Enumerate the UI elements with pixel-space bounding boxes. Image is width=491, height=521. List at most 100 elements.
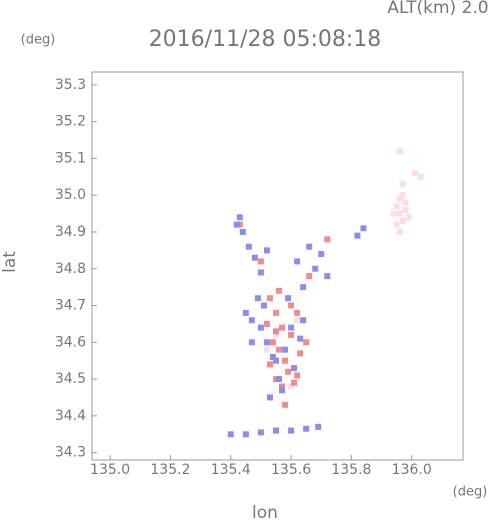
radar-point xyxy=(248,339,255,346)
radar-point xyxy=(405,214,412,221)
x-axis-label: lon xyxy=(252,503,278,521)
radar-point xyxy=(279,324,286,331)
y-tick-label: 35.0 xyxy=(55,187,86,203)
radar-point xyxy=(396,210,403,217)
radar-point xyxy=(239,228,246,235)
radar-point xyxy=(393,203,400,210)
radar-point xyxy=(306,273,313,280)
radar-point xyxy=(272,331,279,338)
radar-point xyxy=(263,247,270,254)
radar-point xyxy=(242,431,249,438)
y-tick-label: 34.3 xyxy=(55,445,86,461)
radar-point xyxy=(294,309,301,316)
y-tick-label: 34.8 xyxy=(55,261,86,277)
radar-point xyxy=(272,427,279,434)
radar-point xyxy=(279,387,286,394)
radar-point xyxy=(297,350,304,357)
radar-point xyxy=(396,148,403,155)
radar-point xyxy=(276,376,283,383)
y-tick-label: 34.6 xyxy=(55,334,86,350)
radar-point xyxy=(272,309,279,316)
radar-point xyxy=(390,210,397,217)
radar-point xyxy=(227,431,234,438)
radar-point xyxy=(282,357,289,364)
radar-point xyxy=(248,317,255,324)
x-tick-label: 135.6 xyxy=(271,462,311,478)
radar-point xyxy=(254,295,261,302)
y-tick-label: 34.7 xyxy=(55,298,86,314)
y-tick-label: 34.4 xyxy=(55,408,86,424)
x-tick-label: 136.0 xyxy=(392,462,432,478)
y-tick-label: 34.5 xyxy=(55,371,86,387)
radar-point xyxy=(411,170,418,177)
radar-point xyxy=(257,269,264,276)
altitude-label: ALT(km) 2.0 xyxy=(387,0,488,18)
radar-point xyxy=(399,192,406,199)
radar-point xyxy=(294,317,301,324)
radar-point xyxy=(276,287,283,294)
radar-point xyxy=(294,372,301,379)
radar-point xyxy=(324,273,331,280)
y-tick-label: 35.1 xyxy=(55,150,86,166)
radar-point xyxy=(288,331,295,338)
radar-point xyxy=(260,302,267,309)
radar-point xyxy=(266,394,273,401)
radar-point xyxy=(297,335,304,342)
x-unit: (deg) xyxy=(453,485,488,500)
radar-point xyxy=(288,324,295,331)
radar-point xyxy=(288,302,295,309)
radar-point xyxy=(402,206,409,213)
radar-point xyxy=(263,339,270,346)
radar-point xyxy=(269,339,276,346)
radar-point xyxy=(399,181,406,188)
radar-point xyxy=(242,309,249,316)
radar-point xyxy=(272,357,279,364)
radar-point xyxy=(294,258,301,265)
y-tick-label: 35.3 xyxy=(55,77,86,93)
radar-point xyxy=(257,258,264,265)
radar-point xyxy=(360,225,367,232)
x-tick-label: 135.0 xyxy=(90,462,130,478)
radar-point xyxy=(312,265,319,272)
radar-point xyxy=(285,295,292,302)
radar-point xyxy=(315,423,322,430)
x-tick-label: 135.2 xyxy=(150,462,190,478)
radar-point xyxy=(269,354,276,361)
radar-point xyxy=(393,221,400,228)
radar-point xyxy=(306,243,313,250)
radar-point xyxy=(263,320,270,327)
radar-point xyxy=(266,361,273,368)
x-tick-label: 135.8 xyxy=(331,462,371,478)
radar-point xyxy=(402,199,409,206)
radar-point xyxy=(303,339,310,346)
radar-point xyxy=(245,243,252,250)
y-axis-label: lat xyxy=(0,251,20,273)
radar-point xyxy=(396,228,403,235)
radar-point xyxy=(236,214,243,221)
radar-point xyxy=(272,328,279,335)
radar-point xyxy=(236,221,243,228)
plot-frame xyxy=(91,71,464,461)
radar-point xyxy=(291,379,298,386)
y-tick-label: 34.9 xyxy=(55,224,86,240)
radar-point xyxy=(282,346,289,353)
y-unit: (deg) xyxy=(21,33,56,48)
radar-point xyxy=(300,284,307,291)
radar-point xyxy=(288,427,295,434)
radar-point xyxy=(396,195,403,202)
radar-point xyxy=(257,429,264,436)
y-tick-label: 35.2 xyxy=(55,114,86,130)
chart-title: 2016/11/28 05:08:18 xyxy=(149,27,382,52)
radar-point xyxy=(285,368,292,375)
x-tick-label: 135.4 xyxy=(211,462,251,478)
radar-point xyxy=(303,425,310,432)
radar-point xyxy=(324,236,331,243)
radar-point xyxy=(399,217,406,224)
radar-point xyxy=(417,173,424,180)
radar-point xyxy=(251,254,258,261)
radar-point xyxy=(288,383,295,390)
radar-point xyxy=(318,251,325,258)
radar-point xyxy=(354,232,361,239)
radar-point xyxy=(279,383,286,390)
